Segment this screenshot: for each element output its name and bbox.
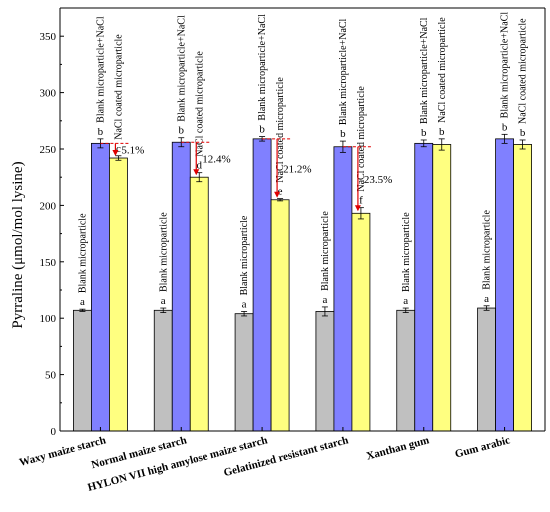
bar <box>91 142 110 432</box>
y-tick-label: 200 <box>40 200 57 212</box>
significance-letter: c <box>116 143 121 155</box>
significance-letter: a <box>161 295 166 307</box>
y-axis: 0 50 100 150 200 250 300 350 <box>40 7 546 438</box>
bar <box>333 146 353 432</box>
y-tick-label: 250 <box>40 144 57 156</box>
significance-letter: b <box>421 127 427 139</box>
significance-letter: d <box>197 160 203 172</box>
bar <box>414 142 434 432</box>
y-tick-label: 150 <box>40 257 57 269</box>
y-tick-label: 100 <box>40 313 57 325</box>
reduction-arrow-head <box>354 205 361 212</box>
series-label: Blank microparticle <box>482 210 493 290</box>
series-label: NaCl coated microparticle <box>356 86 367 192</box>
series-label: Blank microparticle+NaCl <box>257 14 268 121</box>
significance-letter: b <box>259 124 265 136</box>
reduction-percent: 21.2% <box>283 163 311 175</box>
series-label: Blank microparticle <box>77 213 88 293</box>
bar <box>396 309 416 432</box>
y-tick-label: 50 <box>45 370 57 382</box>
y-tick-label: 300 <box>40 88 57 100</box>
bar <box>109 157 128 432</box>
reduction-percent: 12.4% <box>202 154 230 166</box>
bar <box>513 144 532 432</box>
bar <box>171 141 191 432</box>
bar <box>270 199 290 432</box>
bar <box>432 144 452 432</box>
series-label: NaCl coated microparticle <box>275 77 286 183</box>
significance-letter: b <box>179 125 185 137</box>
reduction-arrow-head <box>193 169 200 176</box>
series-label: Blank microparticle <box>401 212 412 292</box>
bar <box>315 311 335 432</box>
significance-letter: e <box>278 186 283 198</box>
bar <box>153 309 173 432</box>
bar <box>495 138 514 432</box>
series-label: Blank microparticle <box>239 215 250 295</box>
y-tick-label: 0 <box>51 426 57 438</box>
bar <box>189 176 209 432</box>
significance-letter: f <box>359 195 363 207</box>
significance-letter: a <box>242 298 247 310</box>
category-label: Gum arabic <box>454 434 512 460</box>
series-label: Blank microparticle+NaCl <box>500 12 511 119</box>
series-label: NaCl coated microparticle <box>113 34 124 140</box>
annotations-group: a Blank microparticle b Blank microparticle… <box>77 12 528 311</box>
reduction-percent: 5.1% <box>121 145 144 157</box>
significance-letter: a <box>322 294 327 306</box>
significance-letter: b <box>439 126 445 138</box>
series-label: NaCl coated microparticle <box>437 17 448 123</box>
series-label: Blank microparticle+NaCl <box>95 16 106 123</box>
bar <box>234 313 254 432</box>
reduction-arrow-head <box>274 191 281 198</box>
reduction-percent: 23.5% <box>364 174 392 186</box>
significance-letter: a <box>484 293 489 305</box>
bar <box>351 212 371 432</box>
significance-letter: b <box>502 121 508 133</box>
series-label: Blank microparticle <box>320 211 331 291</box>
reduction-arrow-head <box>112 150 119 157</box>
significance-letter: a <box>403 295 408 307</box>
significance-letter: a <box>80 296 85 308</box>
bars-group <box>73 133 532 432</box>
bar <box>252 138 272 432</box>
category-label: Xanthan gum <box>365 434 430 462</box>
series-label: Blank microparticle <box>158 212 169 292</box>
bar <box>73 309 92 432</box>
series-label: Blank microparticle+NaCl <box>419 17 430 124</box>
series-label: Blank microparticle+NaCl <box>176 15 187 122</box>
y-axis-title: Pyrraline (μmol/mol lysine) <box>10 161 26 328</box>
series-label: NaCl coated microparticle <box>518 18 529 124</box>
significance-letter: b <box>520 127 526 139</box>
series-label: NaCl coated microparticle <box>194 51 205 157</box>
bar <box>477 307 496 432</box>
significance-letter: b <box>340 128 346 140</box>
significance-letter: b <box>98 126 104 138</box>
series-label: Blank microparticle+NaCl <box>338 18 349 125</box>
y-tick-label: 350 <box>40 31 57 43</box>
